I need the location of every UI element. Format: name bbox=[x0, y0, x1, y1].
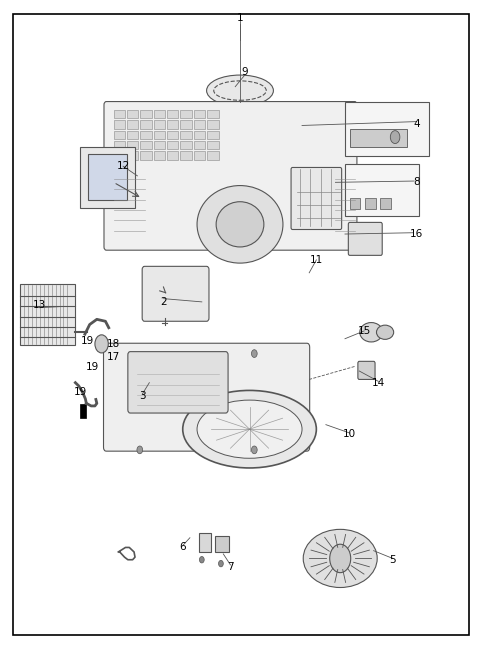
Bar bbox=[140, 110, 152, 118]
Bar bbox=[194, 151, 205, 160]
Bar bbox=[127, 110, 138, 118]
Ellipse shape bbox=[303, 530, 377, 587]
Text: 19: 19 bbox=[85, 361, 99, 371]
Bar bbox=[194, 110, 205, 118]
Bar bbox=[127, 120, 138, 129]
Text: 5: 5 bbox=[389, 556, 396, 565]
Text: 2: 2 bbox=[160, 297, 167, 307]
Bar bbox=[167, 141, 179, 149]
Bar bbox=[140, 151, 152, 160]
Bar bbox=[140, 120, 152, 129]
Ellipse shape bbox=[197, 186, 283, 263]
Bar bbox=[350, 198, 360, 210]
Circle shape bbox=[137, 446, 143, 454]
Bar bbox=[345, 101, 429, 156]
Text: 15: 15 bbox=[358, 326, 371, 336]
Circle shape bbox=[390, 130, 400, 143]
Bar bbox=[114, 141, 125, 149]
Bar bbox=[154, 151, 165, 160]
Text: 12: 12 bbox=[117, 161, 130, 171]
Bar bbox=[167, 120, 179, 129]
Bar bbox=[154, 110, 165, 118]
Text: 10: 10 bbox=[343, 430, 356, 439]
Bar bbox=[199, 533, 211, 552]
Bar bbox=[180, 120, 192, 129]
Bar bbox=[180, 110, 192, 118]
Bar bbox=[167, 130, 179, 139]
Bar bbox=[114, 130, 125, 139]
Circle shape bbox=[252, 446, 257, 454]
Bar bbox=[154, 130, 165, 139]
Text: 16: 16 bbox=[410, 229, 423, 239]
Bar bbox=[207, 130, 218, 139]
Bar bbox=[207, 141, 218, 149]
Bar bbox=[154, 120, 165, 129]
Bar bbox=[194, 120, 205, 129]
Text: 14: 14 bbox=[372, 378, 385, 387]
Bar bbox=[80, 147, 135, 208]
Bar bbox=[167, 110, 179, 118]
Text: 19: 19 bbox=[73, 387, 87, 397]
Bar bbox=[21, 284, 75, 345]
Text: 18: 18 bbox=[107, 339, 120, 349]
Text: 11: 11 bbox=[310, 255, 323, 265]
Bar bbox=[167, 151, 179, 160]
Text: 7: 7 bbox=[227, 562, 234, 572]
Ellipse shape bbox=[206, 75, 274, 106]
Bar bbox=[180, 151, 192, 160]
Text: 4: 4 bbox=[413, 119, 420, 129]
FancyBboxPatch shape bbox=[348, 223, 382, 255]
Bar bbox=[380, 198, 391, 210]
Text: 19: 19 bbox=[81, 336, 94, 346]
Text: 17: 17 bbox=[107, 352, 120, 361]
Ellipse shape bbox=[216, 202, 264, 247]
Text: 1: 1 bbox=[237, 12, 243, 23]
Circle shape bbox=[218, 560, 223, 567]
Bar bbox=[140, 141, 152, 149]
Bar bbox=[140, 130, 152, 139]
Bar bbox=[207, 120, 218, 129]
Ellipse shape bbox=[183, 391, 316, 468]
Text: 9: 9 bbox=[241, 67, 248, 77]
Bar bbox=[114, 110, 125, 118]
Bar bbox=[207, 110, 218, 118]
Bar bbox=[215, 536, 228, 552]
Circle shape bbox=[199, 556, 204, 563]
Bar bbox=[194, 141, 205, 149]
Bar bbox=[180, 141, 192, 149]
Ellipse shape bbox=[376, 325, 394, 339]
Ellipse shape bbox=[360, 323, 383, 342]
Bar bbox=[127, 130, 138, 139]
Bar bbox=[154, 141, 165, 149]
FancyBboxPatch shape bbox=[128, 352, 228, 413]
Bar bbox=[365, 198, 375, 210]
Bar bbox=[80, 404, 86, 418]
Bar bbox=[207, 151, 218, 160]
Circle shape bbox=[330, 545, 351, 572]
Bar bbox=[127, 151, 138, 160]
FancyBboxPatch shape bbox=[104, 343, 310, 451]
FancyBboxPatch shape bbox=[104, 101, 357, 250]
Bar bbox=[345, 164, 419, 216]
Bar bbox=[114, 151, 125, 160]
Circle shape bbox=[252, 350, 257, 358]
Bar bbox=[194, 130, 205, 139]
Bar bbox=[350, 129, 407, 147]
Bar bbox=[180, 130, 192, 139]
Ellipse shape bbox=[197, 400, 302, 458]
Bar bbox=[114, 120, 125, 129]
Text: 6: 6 bbox=[180, 543, 186, 552]
Bar bbox=[127, 141, 138, 149]
Circle shape bbox=[95, 335, 108, 353]
Text: 3: 3 bbox=[139, 391, 145, 400]
FancyBboxPatch shape bbox=[142, 266, 209, 321]
FancyBboxPatch shape bbox=[358, 361, 375, 380]
Bar bbox=[88, 154, 127, 201]
FancyBboxPatch shape bbox=[291, 167, 342, 230]
Text: 8: 8 bbox=[413, 177, 420, 188]
Text: 13: 13 bbox=[33, 300, 46, 310]
